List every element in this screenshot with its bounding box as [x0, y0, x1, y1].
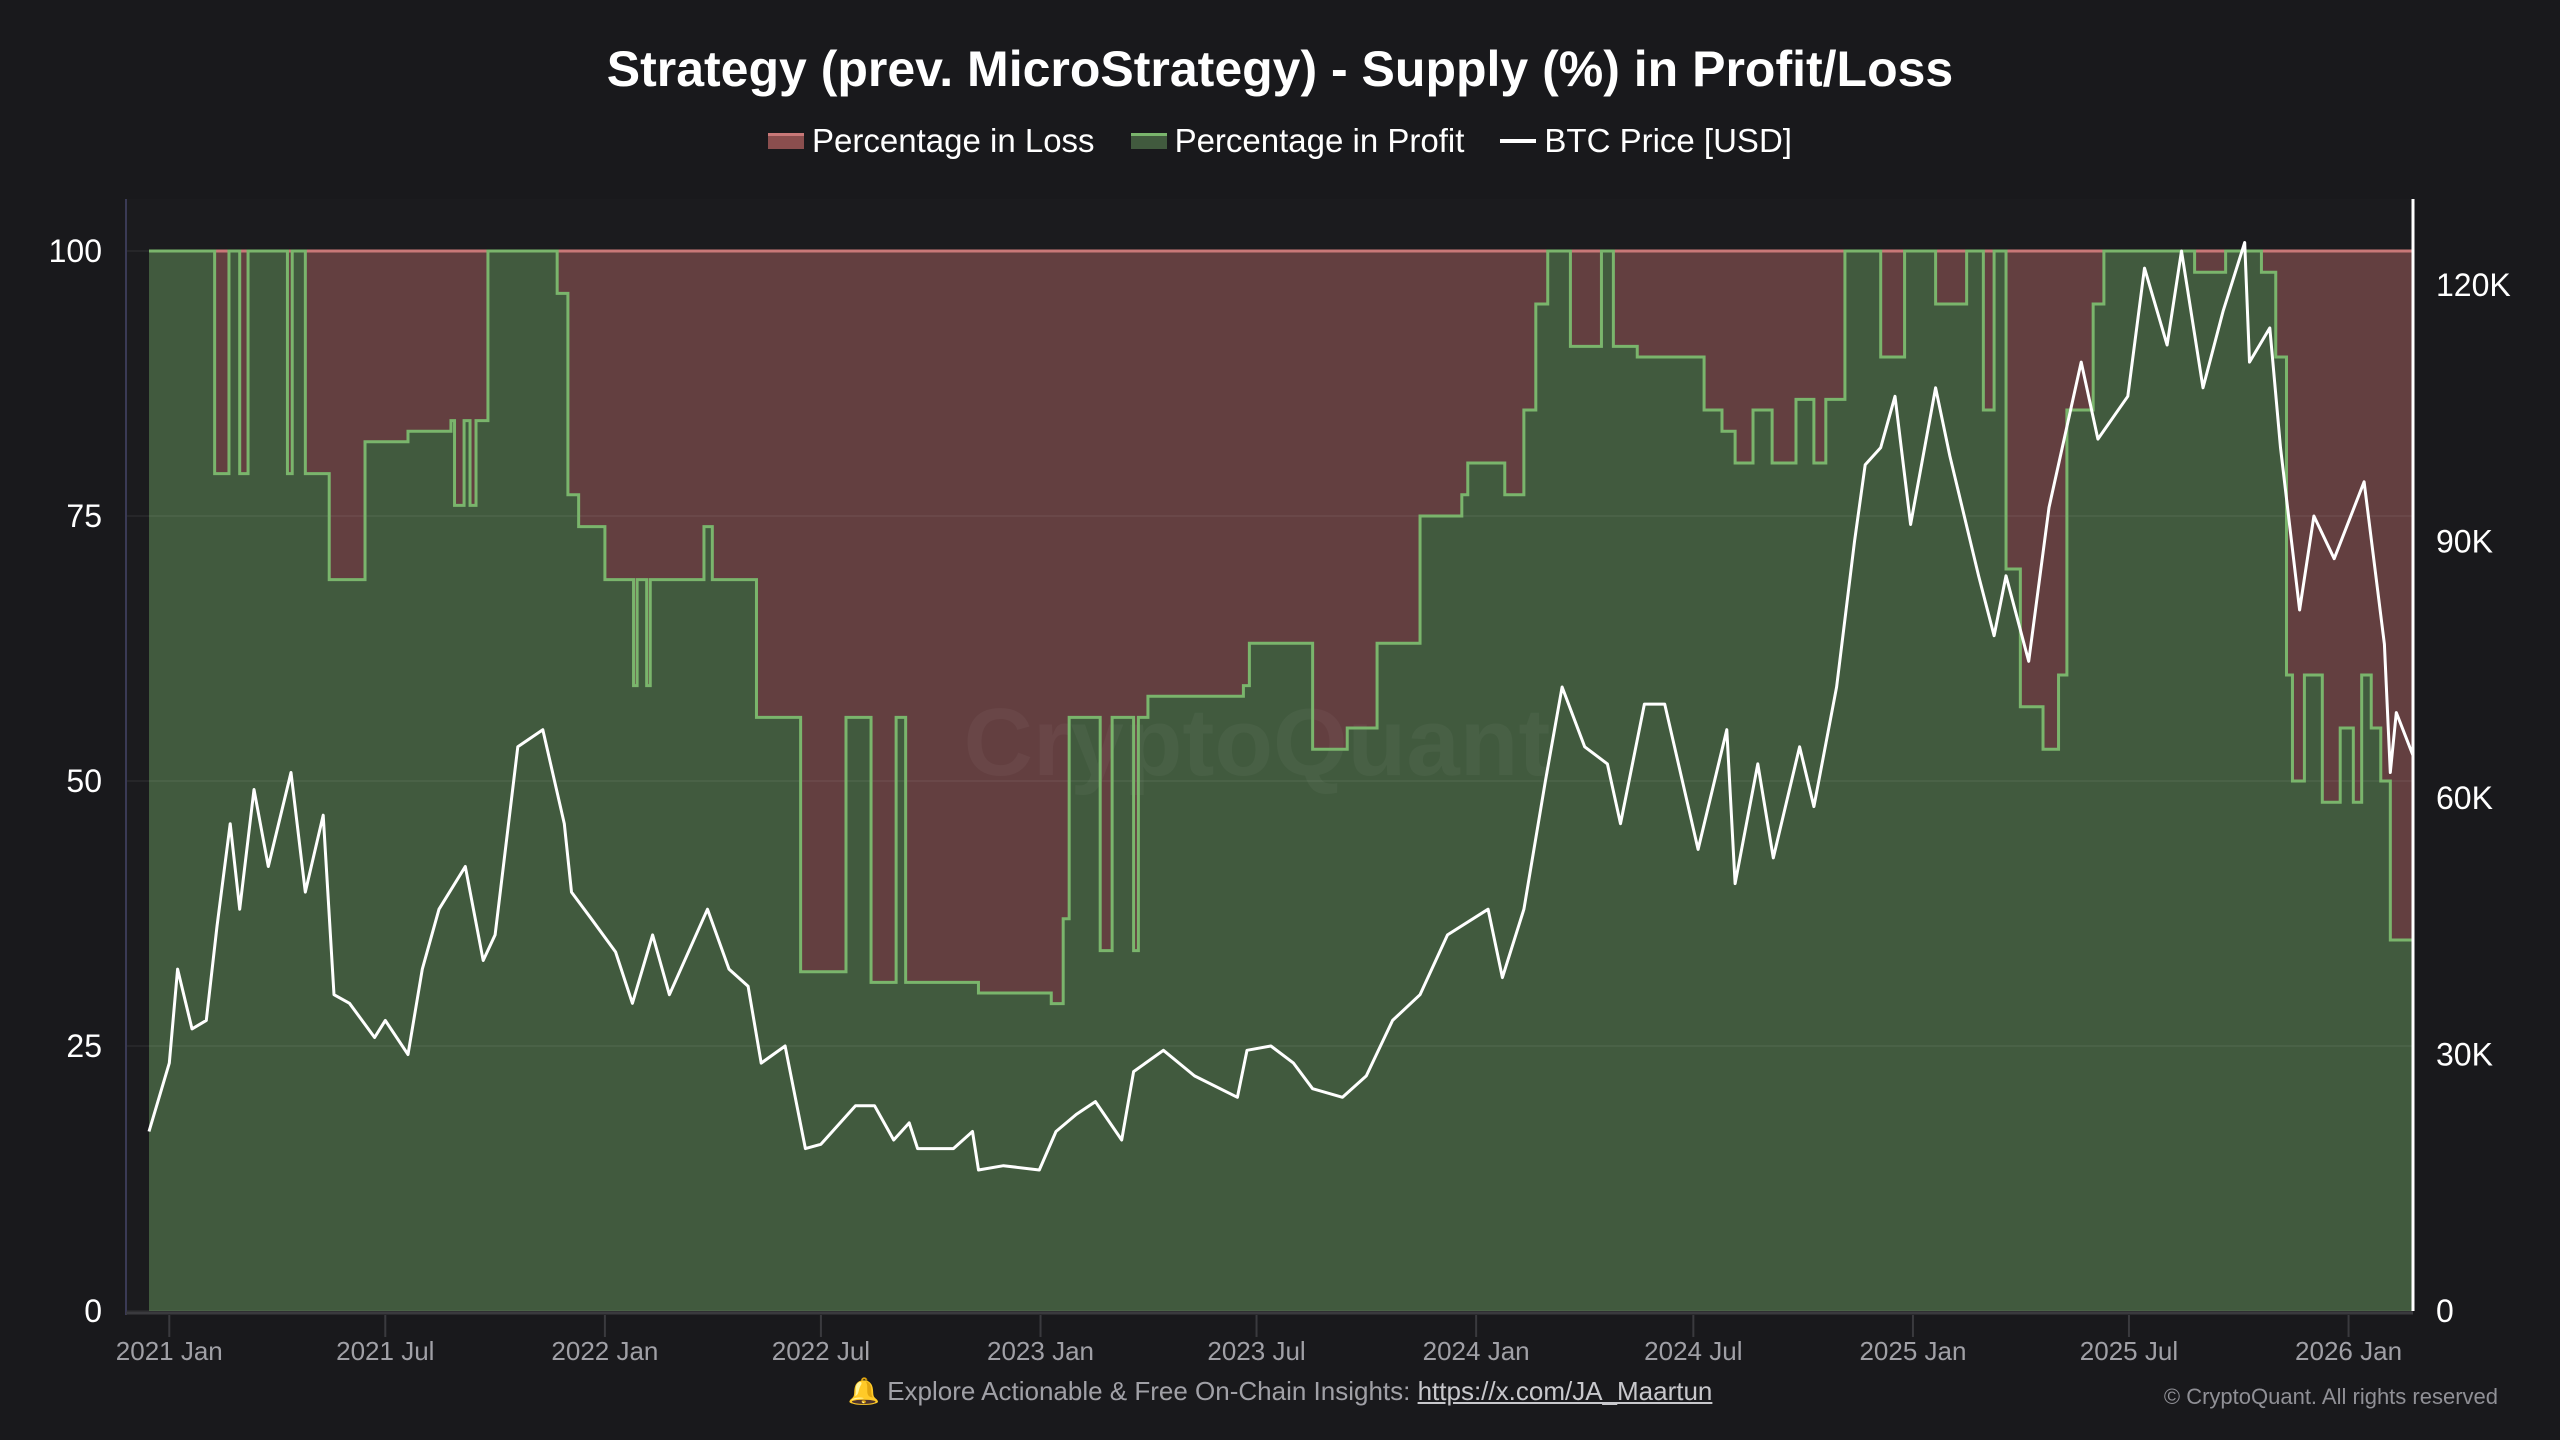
btc-price-line [147, 241, 2415, 1172]
copyright: © CryptoQuant. All rights reserved [2163, 1384, 2498, 1409]
footer-text: Explore Actionable & Free On-Chain Insig… [887, 1376, 1418, 1406]
loss-swatch [768, 133, 805, 149]
x-tick-label: 2021 Jan [116, 1336, 223, 1366]
footer-link[interactable]: https://x.com/JA_Maartun [1417, 1376, 1713, 1406]
legend-item-profit[interactable]: Percentage in Profit [1130, 122, 1465, 160]
footer: 🔔 Explore Actionable & Free On-Chain Ins… [0, 1376, 2560, 1407]
y-right-tick-label: 120K [2436, 267, 2511, 303]
legend-label-profit: Percentage in Profit [1174, 122, 1465, 159]
x-tick-label: 2025 Jan [1859, 1336, 1966, 1366]
legend-label-price: BTC Price [USD] [1544, 122, 1792, 159]
x-tick-label: 2026 Jan [2295, 1336, 2402, 1366]
y-right-tick-label: 90K [2436, 524, 2493, 560]
y-left-tick-label: 0 [84, 1293, 102, 1329]
price-swatch [1500, 139, 1537, 143]
x-tick-label: 2021 Jul [336, 1336, 434, 1366]
y-right-tick-label: 30K [2436, 1037, 2493, 1073]
x-tick-label: 2023 Jan [987, 1336, 1094, 1366]
y-left-tick-label: 25 [66, 1028, 102, 1064]
chart-title: Strategy (prev. MicroStrategy) - Supply … [606, 41, 1954, 97]
x-tick-label: 2022 Jul [772, 1336, 870, 1366]
legend-item-price[interactable]: BTC Price [USD] [1500, 122, 1792, 160]
y-left-tick-label: 50 [66, 763, 102, 799]
profit-swatch [1130, 133, 1167, 149]
x-tick-label: 2024 Jul [1644, 1336, 1742, 1366]
x-tick-label: 2023 Jul [1207, 1336, 1305, 1366]
profit-area [149, 251, 2413, 1311]
y-left-tick-label: 75 [66, 498, 102, 534]
y-right-tick-label: 60K [2436, 780, 2493, 816]
y-right-tick-label: 0 [2436, 1293, 2454, 1329]
watermark: CryptoQuant [964, 689, 1551, 796]
legend-label-loss: Percentage in Loss [812, 122, 1095, 159]
x-tick-label: 2024 Jan [1423, 1336, 1530, 1366]
legend-item-loss[interactable]: Percentage in Loss [768, 122, 1095, 160]
x-tick-label: 2022 Jan [551, 1336, 658, 1366]
profit-line [149, 249, 2415, 1006]
y-left-tick-label: 100 [49, 233, 102, 269]
x-tick-label: 2025 Jul [2080, 1336, 2178, 1366]
bell-icon: 🔔 [847, 1376, 880, 1406]
legend: Percentage in Loss Percentage in Profit … [0, 122, 2560, 160]
